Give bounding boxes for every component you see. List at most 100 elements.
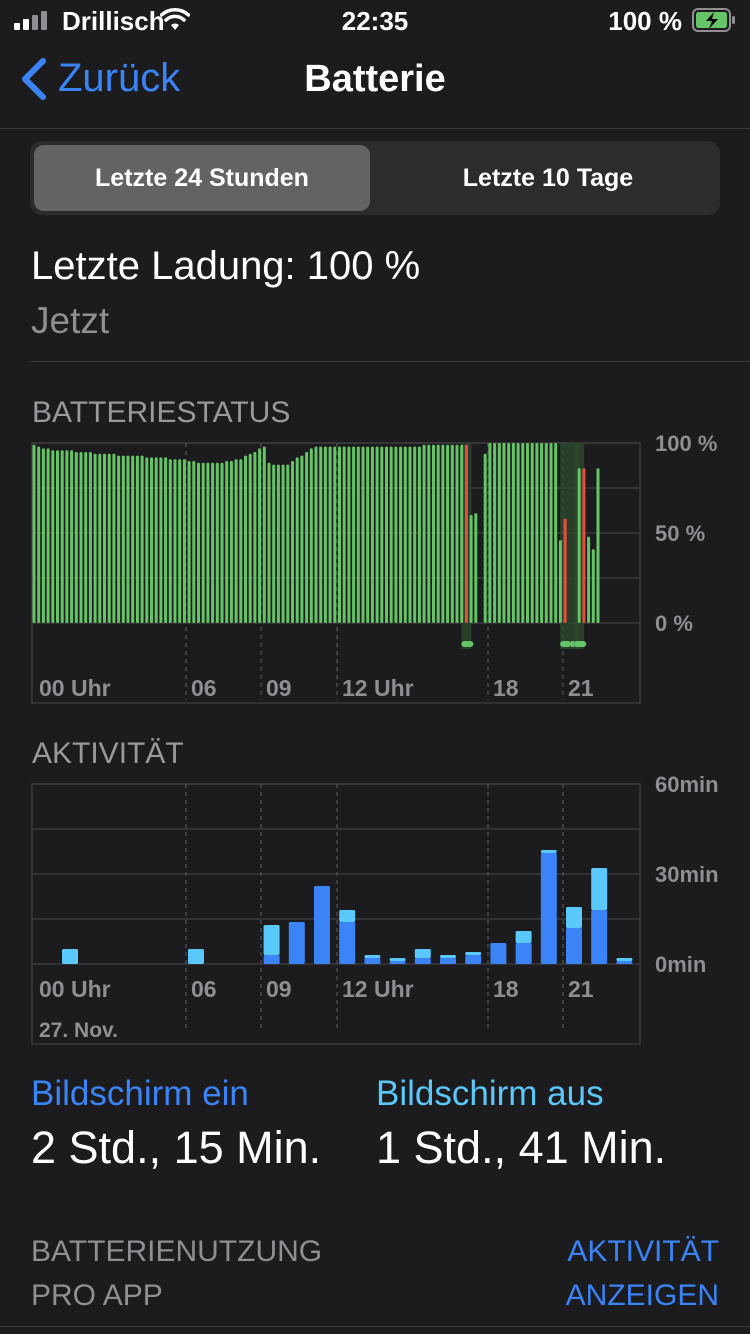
screen-off-bar [465, 952, 482, 955]
segment-last-24-hours[interactable]: Letzte 24 Stunden [34, 145, 370, 211]
time-range-segmented-control: Letzte 24 Stunden Letzte 10 Tage [30, 141, 720, 215]
battery-level-bar [178, 459, 182, 623]
activity-y-tick-label: 60min [655, 772, 719, 797]
battery-level-bar [347, 446, 351, 623]
screen-off-bar [364, 955, 381, 958]
battery-level-bar [544, 443, 548, 623]
battery-level-bar [488, 443, 492, 623]
screen-off-value: 1 Std., 41 Min. [376, 1122, 667, 1173]
battery-level-bar [333, 446, 337, 623]
battery-level-bar [483, 453, 487, 623]
screen-on-bar [339, 922, 356, 964]
battery-level-bar [375, 446, 379, 623]
battery-level-bar [37, 446, 41, 623]
screen-on-label: Bildschirm ein [31, 1074, 249, 1113]
battery-level-bar [159, 457, 163, 623]
screen-on-bar [414, 958, 431, 964]
battery-level-bar [558, 540, 562, 623]
screen-off-bar [414, 949, 431, 958]
battery-level-bar [596, 468, 600, 623]
battery-level-bar [220, 462, 224, 623]
battery-level-bar [267, 462, 271, 623]
screen-on-bar [364, 958, 381, 964]
battery-level-bar [229, 461, 233, 623]
usage-label-line-2: PRO APP [31, 1279, 163, 1312]
status-time: 22:35 [341, 6, 409, 36]
screen-off-bar [263, 925, 280, 955]
activity-x-tick-label: 12 Uhr [342, 976, 414, 1002]
battery-charging-icon [692, 8, 735, 32]
battery-level-bar [502, 443, 506, 623]
status-bar: Drillisch 22:35 100 % [0, 0, 750, 44]
battery-y-tick-label: 50 % [655, 521, 705, 546]
battery-level-bar [182, 459, 186, 623]
screen-on-bar [288, 922, 305, 964]
battery-level-bar [215, 462, 219, 623]
battery-level-bar [173, 459, 177, 623]
show-activity-button[interactable]: AKTIVITÄT ANZEIGEN [566, 1230, 719, 1318]
activity-chart: 60min 30min 0min 00 Uhr 06 09 12 Uhr 18 21 27. No… [31, 772, 719, 1045]
screen-off-bar [62, 949, 78, 964]
usage-label-line-1: BATTERIENUTZUNG [31, 1235, 323, 1268]
battery-level-bar [525, 443, 530, 623]
battery-level-bar [300, 455, 304, 623]
battery-level-bar [79, 452, 83, 623]
battery-level-bar [84, 452, 88, 623]
battery-level-bar [460, 444, 464, 623]
battery-level-bar [507, 443, 511, 623]
battery-level-bar [455, 444, 459, 623]
battery-level-bar [422, 444, 426, 623]
screen-off-bar [616, 958, 633, 961]
battery-level-bar [314, 446, 318, 623]
screen-off-bar [566, 907, 582, 928]
battery-x-tick-label: 12 Uhr [342, 675, 414, 701]
battery-level-bar [366, 446, 370, 623]
battery-level-bar [55, 450, 60, 623]
battery-level-bar [591, 549, 595, 623]
battery-level-bar [65, 450, 69, 623]
battery-level-bar [234, 459, 238, 623]
battery-level-bar [286, 464, 290, 623]
battery-y-tick-label: 0 % [655, 611, 693, 636]
activity-date-label: 27. Nov. [39, 1019, 118, 1042]
page-title: Batterie [304, 58, 446, 100]
screen-on-value: 2 Std., 15 Min. [31, 1122, 322, 1173]
battery-level-bar [337, 446, 342, 623]
carrier-name: Drillisch [62, 6, 165, 36]
battery-level-bar [309, 448, 313, 623]
battery-level-bar [131, 455, 135, 623]
activity-x-tick-label: 00 Uhr [39, 976, 111, 1002]
screen-on-bar [263, 955, 280, 964]
screen-on-bar [314, 886, 330, 964]
battery-level-bar [187, 461, 191, 623]
segment-last-10-days[interactable]: Letzte 10 Tage [462, 163, 634, 192]
screen-on-bar [591, 910, 608, 964]
battery-level-bar [328, 446, 332, 623]
battery-level-bar [413, 446, 417, 623]
battery-usage-per-app-label: BATTERIENUTZUNG PRO APP [31, 1230, 322, 1318]
battery-level-bar [149, 457, 154, 623]
battery-level-bar [469, 515, 473, 623]
battery-level-bar [474, 513, 478, 623]
battery-level-bar [140, 455, 144, 623]
screen-off-bar [515, 931, 532, 943]
screen-on-bar [440, 958, 456, 964]
screen-on-bar [389, 961, 406, 964]
battery-level-bar [384, 446, 389, 623]
battery-level-bar [135, 455, 139, 623]
battery-x-tick-label: 21 [568, 675, 594, 701]
screen-off-label: Bildschirm aus [376, 1074, 604, 1113]
last-charge-subtitle: Jetzt [31, 300, 110, 341]
screen-on-bar [540, 853, 557, 964]
charging-indicator [461, 641, 474, 647]
battery-level-bar [582, 468, 586, 623]
battery-level-chart: 100 % 50 % 0 % 00 Uhr 06 09 12 Uhr 18 21 [31, 431, 717, 704]
bottom-divider [0, 1326, 750, 1327]
battery-level-bar [107, 453, 111, 623]
screen-on-bar [465, 955, 482, 964]
cellular-signal-icon [14, 10, 48, 30]
back-button[interactable]: Zurück [20, 56, 180, 101]
battery-level-bar [154, 457, 158, 623]
activity-x-tick-label: 21 [568, 976, 594, 1002]
battery-level-bar [450, 444, 454, 623]
